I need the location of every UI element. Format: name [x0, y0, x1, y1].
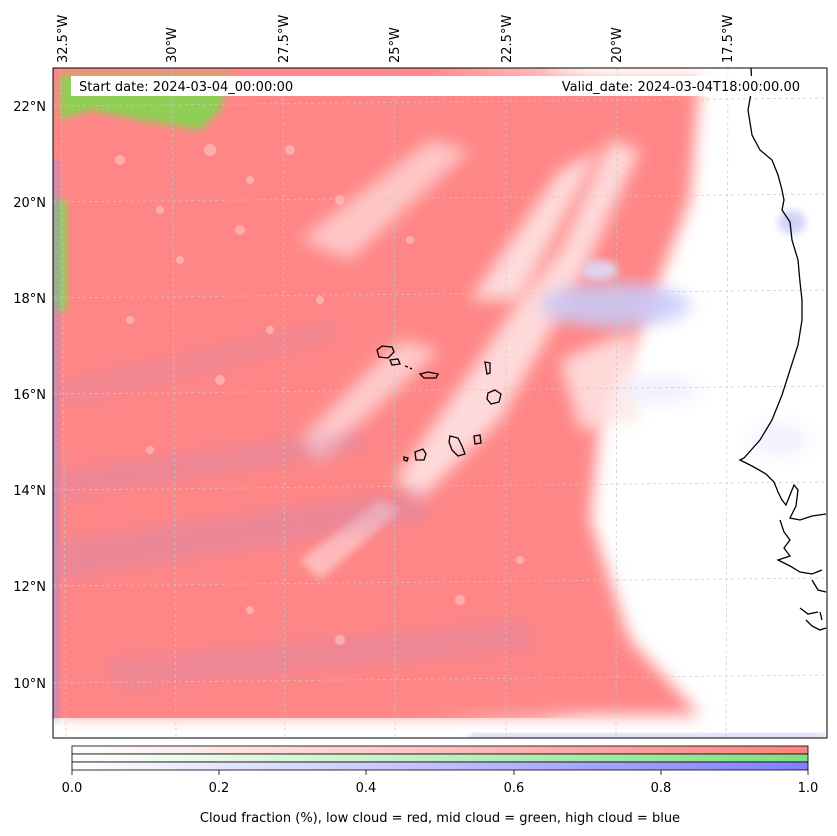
header-box: [71, 76, 808, 96]
lon-label: 30°W: [165, 27, 180, 63]
colorbar-tick: 0.2: [209, 781, 230, 796]
colorbar-mid-cloud: [71, 753, 809, 763]
lat-label: 22°N: [13, 100, 46, 115]
valid-date-label: Valid_date: 2024-03-04T18:00:00.00: [562, 80, 800, 95]
lat-label: 20°N: [13, 196, 46, 211]
colorbar-tick: 0.6: [504, 781, 525, 796]
cape-verde-islands: [376, 345, 502, 462]
lon-label: 27.5°W: [277, 15, 292, 63]
colorbar-tick: 0.8: [651, 781, 672, 796]
lat-label: 10°N: [13, 677, 46, 692]
map-frame: [52, 67, 828, 739]
africa-coastline: [738, 68, 827, 631]
lon-label: 25°W: [388, 27, 403, 63]
colorbar-tick: 0.0: [62, 781, 83, 796]
lon-label: 20°W: [610, 27, 625, 63]
colorbar-caption: Cloud fraction (%), low cloud = red, mid…: [200, 811, 680, 826]
lat-label: 18°N: [13, 292, 46, 307]
lon-label: 17.5°W: [721, 15, 736, 63]
lat-label: 14°N: [13, 484, 46, 499]
coastlines: [376, 68, 827, 631]
lon-label: 22.5°W: [500, 15, 515, 63]
latitude-labels: 22°N 20°N 18°N 16°N 14°N 12°N 10°N: [13, 100, 46, 692]
colorbar: 0.0 0.2 0.4 0.6 0.8 1.0 Cloud fraction (…: [62, 745, 819, 826]
start-date-label: Start date: 2024-03-04_00:00:00: [79, 80, 293, 95]
longitude-labels: 32.5°W 30°W 27.5°W 25°W 22.5°W 20°W 17.5…: [56, 15, 736, 63]
colorbar-high-cloud: [71, 761, 809, 771]
lat-label: 12°N: [13, 580, 46, 595]
high-cloud-field: [53, 160, 827, 738]
colorbar-low-cloud: [71, 745, 809, 755]
map-gridlines: [53, 68, 827, 738]
lat-label: 16°N: [13, 388, 46, 403]
colorbar-tick: 1.0: [798, 781, 819, 796]
map-panel: Start date: 2024-03-04_00:00:00 Valid_da…: [53, 68, 827, 738]
low-cloud-field: [53, 68, 733, 718]
colorbar-tick: 0.4: [356, 781, 377, 796]
lon-label: 32.5°W: [56, 15, 71, 63]
